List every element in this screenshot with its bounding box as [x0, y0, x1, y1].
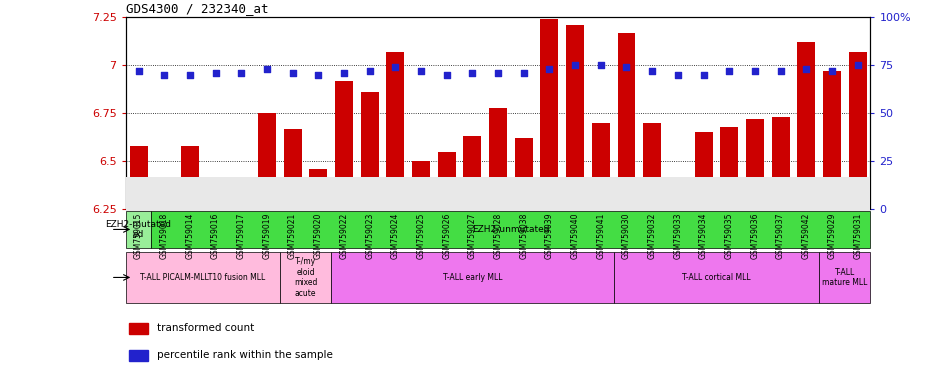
Point — [388, 64, 403, 70]
Point — [850, 62, 865, 68]
Text: EZH2-unmutated: EZH2-unmutated — [472, 225, 549, 234]
Point — [234, 70, 249, 76]
Point — [568, 62, 583, 68]
Bar — [772, 117, 789, 209]
Bar — [335, 81, 353, 209]
Bar — [155, 184, 173, 209]
Point — [825, 68, 840, 74]
Text: T-ALL early MLL: T-ALL early MLL — [442, 273, 502, 282]
Text: T-ALL
mature MLL: T-ALL mature MLL — [822, 268, 868, 287]
Bar — [129, 323, 148, 334]
Bar — [614, 252, 819, 303]
Point — [156, 72, 171, 78]
Text: T-ALL PICALM-MLLT10 fusion MLL: T-ALL PICALM-MLLT10 fusion MLL — [140, 273, 265, 282]
Text: EZH2-mutated
ed: EZH2-mutated ed — [105, 220, 171, 239]
Bar — [643, 123, 661, 209]
Point — [517, 70, 532, 76]
Point — [465, 70, 479, 76]
Bar — [797, 42, 816, 209]
Bar — [464, 136, 481, 209]
Point — [182, 72, 197, 78]
Bar — [617, 33, 636, 209]
Point — [491, 70, 506, 76]
Bar — [126, 252, 280, 303]
Bar — [849, 52, 867, 209]
Point — [696, 72, 711, 78]
Bar — [129, 350, 148, 361]
Point — [311, 72, 326, 78]
Bar — [386, 52, 404, 209]
Text: T-/my
eloid
mixed
acute: T-/my eloid mixed acute — [294, 257, 317, 298]
Bar — [331, 252, 614, 303]
Bar — [515, 138, 533, 209]
Point — [131, 68, 146, 74]
Bar — [695, 132, 712, 209]
Bar — [181, 146, 199, 209]
Point — [439, 72, 454, 78]
Bar — [721, 127, 738, 209]
Bar — [566, 25, 584, 209]
Point — [748, 68, 762, 74]
Bar — [129, 146, 147, 209]
Bar — [258, 113, 276, 209]
Point — [593, 62, 608, 68]
Point — [799, 66, 814, 72]
Point — [362, 68, 377, 74]
Point — [542, 66, 557, 72]
Text: percentile rank within the sample: percentile rank within the sample — [157, 350, 333, 360]
Bar — [232, 204, 250, 209]
Bar — [360, 92, 379, 209]
Point — [209, 70, 223, 76]
Point — [619, 64, 634, 70]
Bar — [207, 190, 224, 209]
Bar — [592, 123, 610, 209]
Point — [670, 72, 685, 78]
Text: GDS4300 / 232340_at: GDS4300 / 232340_at — [126, 2, 268, 15]
Bar — [823, 71, 841, 209]
Bar — [668, 177, 687, 209]
Point — [722, 68, 736, 74]
Text: transformed count: transformed count — [157, 323, 254, 333]
Bar — [746, 119, 764, 209]
Bar — [284, 129, 302, 209]
Point — [773, 68, 788, 74]
Point — [260, 66, 275, 72]
Point — [285, 70, 300, 76]
Text: T-ALL cortical MLL: T-ALL cortical MLL — [682, 273, 750, 282]
Bar — [309, 169, 328, 209]
Bar — [438, 152, 455, 209]
Bar — [819, 252, 870, 303]
Point — [645, 68, 660, 74]
Bar — [541, 19, 559, 209]
Point — [336, 70, 351, 76]
Bar — [489, 108, 507, 209]
Point — [413, 68, 428, 74]
Bar — [412, 161, 430, 209]
Bar — [126, 211, 152, 248]
Bar — [280, 252, 331, 303]
